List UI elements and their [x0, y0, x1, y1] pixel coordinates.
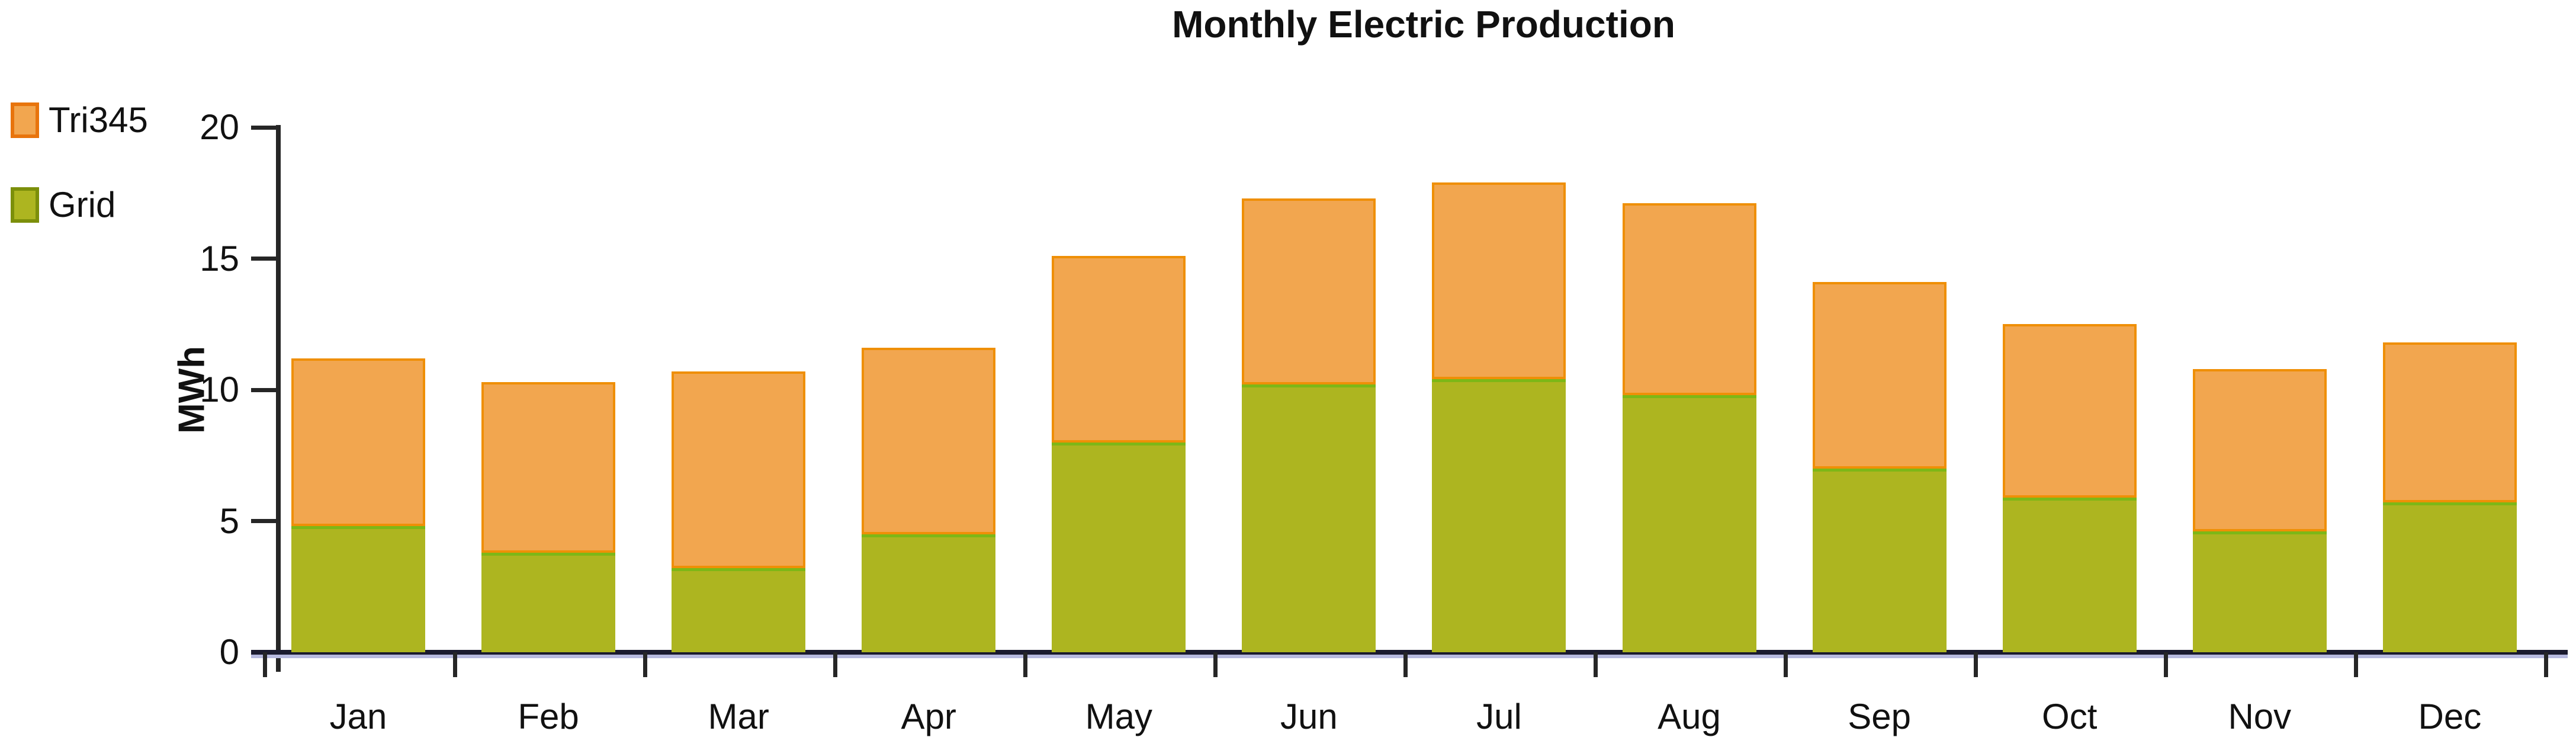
bar-segment-tri345-nov — [2192, 368, 2327, 532]
legend-label: Grid — [49, 185, 116, 225]
x-tick-label-nov: Nov — [2228, 697, 2292, 736]
x-tick-label-dec: Dec — [2418, 697, 2482, 736]
bar-segment-tri345-mar — [672, 371, 806, 569]
x-tick — [1213, 652, 1218, 677]
x-tick-label-jun: Jun — [1280, 697, 1338, 736]
bar-segment-tri345-aug — [1622, 203, 1756, 395]
x-tick-label-jan: Jan — [329, 697, 387, 736]
y-tick-label: 0 — [219, 632, 239, 672]
x-tick — [643, 652, 647, 677]
bar-segment-grid-apr — [862, 534, 996, 652]
x-axis-line — [251, 650, 2568, 658]
y-tick-label: 15 — [200, 238, 239, 278]
y-tick — [251, 125, 278, 130]
legend: Tri345 Grid — [11, 100, 148, 269]
x-tick-label-mar: Mar — [708, 697, 769, 736]
x-tick — [1023, 652, 1027, 677]
x-tick-label-feb: Feb — [518, 697, 579, 736]
y-tick-label: 20 — [200, 107, 239, 147]
chart-title: Monthly Electric Production — [1172, 3, 1675, 46]
bar-segment-grid-jul — [1432, 379, 1566, 652]
bar-segment-grid-may — [1052, 442, 1186, 652]
y-axis-line — [276, 125, 281, 672]
bar-segment-grid-jun — [1242, 384, 1376, 652]
legend-item-grid: Grid — [11, 184, 148, 225]
legend-swatch-tri345 — [11, 102, 39, 138]
bar-segment-tri345-jun — [1242, 198, 1376, 385]
legend-swatch-grid — [11, 187, 39, 223]
x-tick-label-may: May — [1085, 697, 1152, 736]
legend-label: Tri345 — [49, 100, 148, 140]
bar-segment-grid-feb — [481, 552, 616, 652]
x-tick — [262, 652, 267, 677]
x-tick-label-sep: Sep — [1848, 697, 1911, 736]
bar-segment-tri345-jan — [291, 358, 425, 527]
y-tick — [251, 257, 278, 261]
bar-segment-tri345-dec — [2382, 342, 2517, 503]
bar-segment-grid-nov — [2192, 531, 2327, 652]
y-tick — [251, 387, 278, 392]
x-tick-label-jul: Jul — [1476, 697, 1522, 736]
x-tick-label-oct: Oct — [2042, 697, 2098, 736]
x-tick — [1403, 652, 1408, 677]
bar-segment-tri345-apr — [862, 348, 996, 534]
x-tick — [833, 652, 837, 677]
bar-segment-tri345-oct — [2002, 324, 2137, 498]
bar-segment-grid-sep — [1812, 468, 1947, 652]
bar-segment-grid-dec — [2382, 502, 2517, 652]
bar-segment-tri345-jul — [1432, 182, 1566, 380]
bar-segment-grid-oct — [2002, 497, 2137, 652]
bar-segment-tri345-feb — [481, 382, 616, 553]
x-tick — [1784, 652, 1788, 677]
x-tick — [2164, 652, 2169, 677]
bar-segment-grid-mar — [672, 568, 806, 652]
bar-segment-tri345-sep — [1812, 282, 1947, 469]
x-tick — [2354, 652, 2359, 677]
x-tick-label-apr: Apr — [901, 697, 956, 736]
y-tick-label: 10 — [200, 370, 239, 409]
bar-segment-grid-jan — [291, 526, 425, 652]
y-tick — [251, 519, 278, 523]
bar-segment-tri345-may — [1052, 256, 1186, 443]
bar-segment-grid-aug — [1622, 395, 1756, 652]
legend-item-tri345: Tri345 — [11, 100, 148, 140]
x-tick — [1974, 652, 1978, 677]
y-tick-label: 5 — [219, 501, 239, 541]
x-tick — [452, 652, 457, 677]
x-tick-label-aug: Aug — [1658, 697, 1721, 736]
x-tick — [1594, 652, 1598, 677]
x-tick — [2544, 652, 2549, 677]
